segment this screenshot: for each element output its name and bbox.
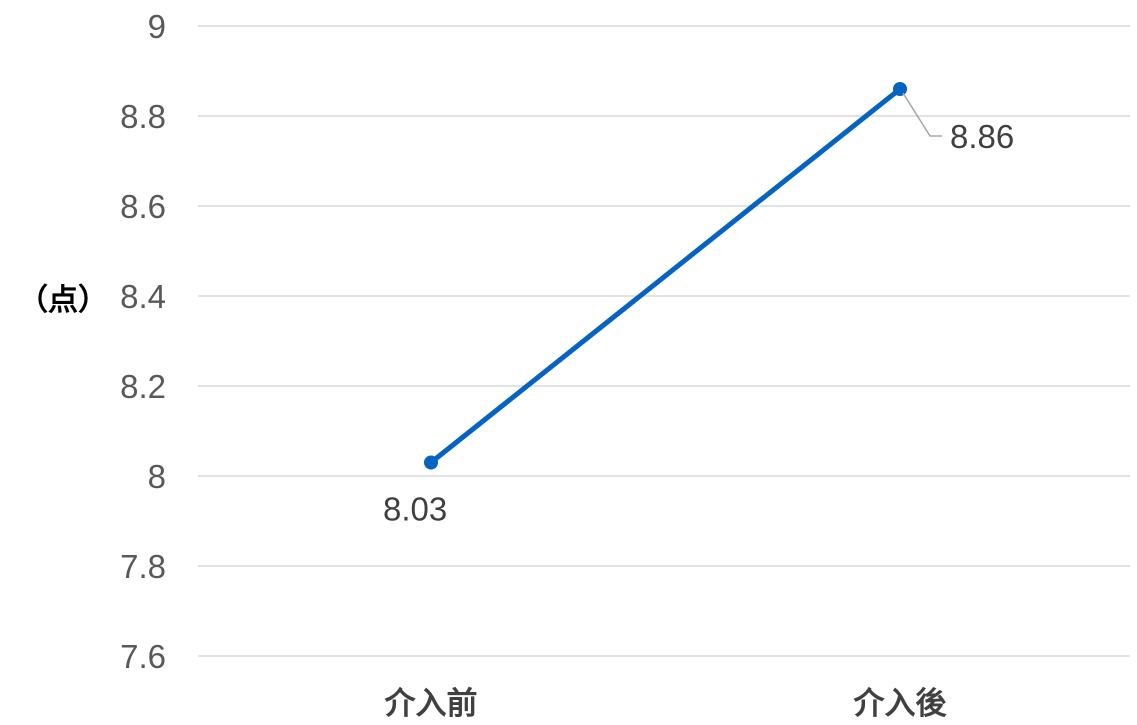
y-axis-tick-labels: 7.6 7.8 8 8.2 8.4 8.6 8.8 9	[120, 8, 166, 675]
series-line	[428, 86, 903, 465]
data-point	[893, 82, 907, 96]
x-category-label: 介入後	[853, 686, 948, 722]
y-axis-title: （点）	[18, 283, 108, 318]
y-tick-label: 8.4	[120, 278, 166, 315]
series-layer	[424, 82, 907, 470]
y-tick-label: 8.8	[120, 98, 166, 135]
data-label: 8.86	[950, 118, 1014, 155]
y-tick-label: 7.8	[120, 548, 166, 585]
data-labels: 8.03 8.86	[383, 92, 1014, 528]
data-point	[424, 455, 438, 470]
y-tick-label: 8.2	[120, 368, 166, 405]
x-category-label: 介入前	[384, 686, 478, 722]
data-label-leader-line	[902, 92, 942, 137]
y-tick-label: 7.6	[120, 638, 166, 675]
data-label: 8.03	[383, 491, 447, 528]
x-axis-category-labels: 介入前 介入後	[384, 686, 948, 722]
y-tick-label: 9	[148, 8, 166, 45]
y-tick-label: 8	[148, 458, 166, 495]
y-tick-label: 8.6	[120, 188, 166, 225]
gridlines	[198, 25, 1130, 657]
